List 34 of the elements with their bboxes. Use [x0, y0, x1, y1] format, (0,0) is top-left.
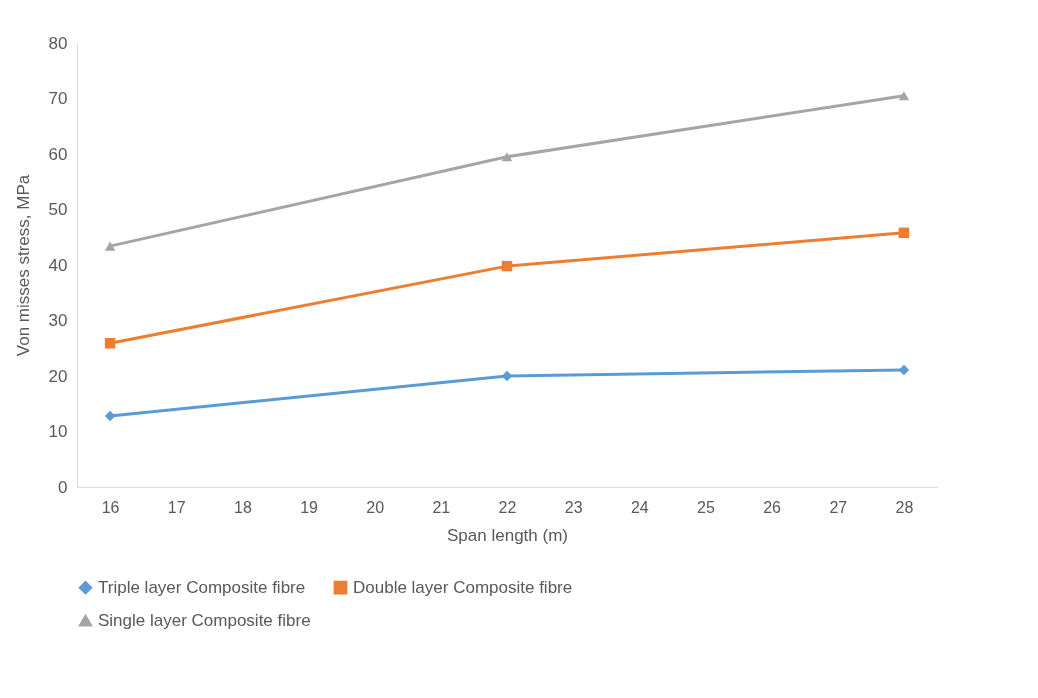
x-tick-label: 16	[101, 498, 120, 516]
x-tick-label: 25	[697, 498, 715, 516]
legend-label: Double layer Composite fibre	[353, 577, 573, 597]
y-tick-label: 0	[58, 477, 68, 497]
y-tick-label: 80	[48, 33, 68, 53]
y-tick-label: 20	[48, 366, 68, 386]
point	[104, 410, 116, 422]
x-tick-label: 23	[564, 498, 583, 516]
y-axis-title: Von misses stress, MPa	[13, 174, 33, 357]
x-tick-label: 21	[432, 498, 451, 516]
x-axis-title: Span length (m)	[447, 525, 568, 545]
y-tick-label: 10	[48, 422, 68, 441]
point	[898, 227, 910, 239]
x-tick-label: 24	[630, 498, 649, 516]
legend-label: Single layer Composite fibre	[98, 610, 311, 630]
y-tick-label: 70	[48, 89, 68, 108]
point	[501, 260, 513, 272]
x-tick-label: 17	[167, 498, 186, 516]
point	[104, 338, 116, 349]
point	[898, 91, 910, 101]
legend-label: Triple layer Composite fibre	[98, 577, 306, 597]
point	[104, 241, 116, 251]
x-tick-label: 27	[829, 498, 848, 516]
point	[501, 152, 513, 162]
y-tick-label: 40	[48, 255, 68, 275]
y-tick-label: 60	[48, 144, 68, 164]
y-tick-label: 30	[48, 311, 68, 330]
x-tick-label: 26	[763, 498, 782, 516]
x-tick-label: 19	[300, 498, 319, 516]
x-tick-label: 22	[498, 498, 517, 516]
x-tick-label: 18	[233, 498, 252, 516]
x-tick-label: 20	[366, 498, 385, 516]
y-tick-label: 50	[48, 200, 68, 219]
x-tick-label: 28	[895, 498, 914, 516]
